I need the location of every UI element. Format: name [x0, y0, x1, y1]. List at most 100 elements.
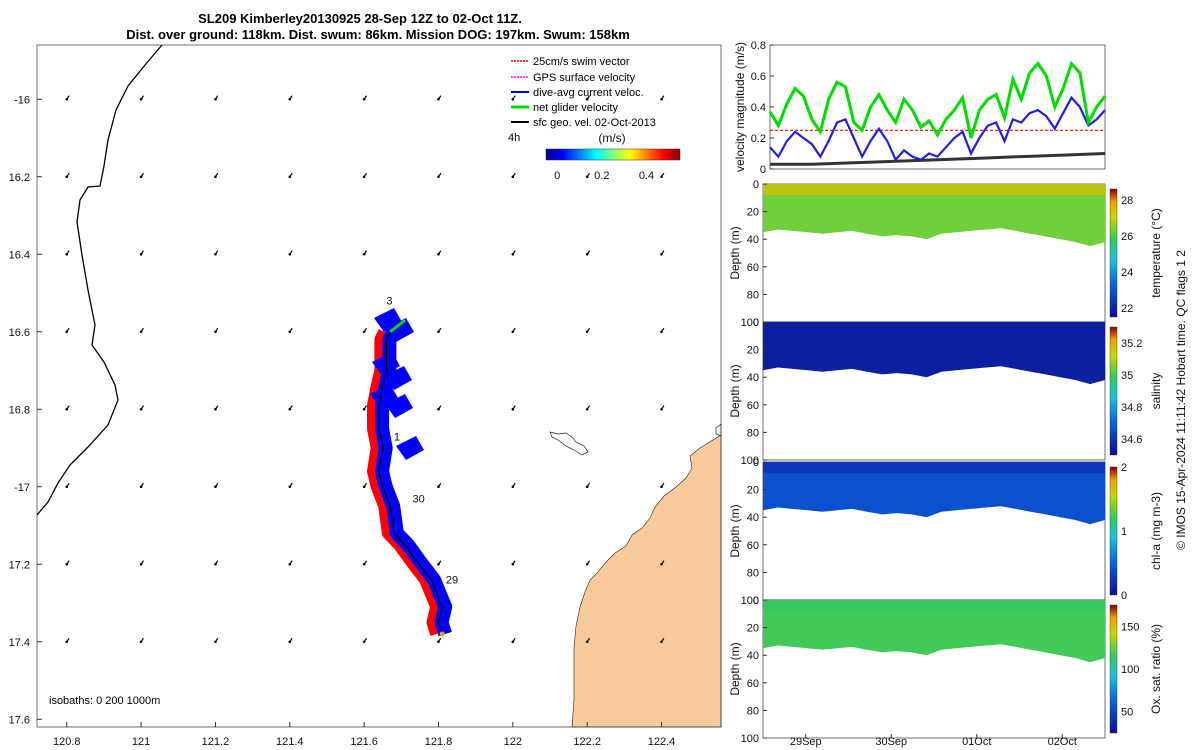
map-y-tick-label: 16.4 [9, 249, 30, 261]
colorbar-tick-label: 0 [554, 170, 560, 182]
velocity-y-tick-label: 0.4 [751, 102, 766, 114]
geo-velocity-arrowhead [214, 330, 217, 334]
geo-velocity-arrowhead [511, 97, 515, 101]
geo-velocity-arrowhead [214, 485, 217, 489]
depth-tick-label: 100 [741, 595, 759, 607]
depth-panel: 0 20 40 60 80 100 Depth (m) 34.6 34.8 35 35.2 salin… [728, 317, 1163, 467]
depth-axis-label: Depth (m) [728, 226, 742, 279]
colorbar-label: chl-a (mg m-3) [1149, 492, 1163, 570]
depth-tick-label: 60 [747, 678, 759, 690]
velocity-y-tick-label: 0 [760, 164, 766, 176]
scale-label: 4h [508, 132, 520, 144]
map-y-tick-label: 16.2 [9, 172, 30, 184]
geo-velocity-arrowhead [214, 640, 217, 644]
depth-tick-label: 100 [741, 455, 759, 467]
map-y-tick-label: -16 [14, 94, 30, 106]
geo-velocity-arrowhead [139, 485, 143, 489]
isobaths-label: isobaths: 0 200 1000m [49, 695, 160, 707]
colorbar-tick-label: 22 [1121, 303, 1133, 315]
colorbar-tick-label: 0.4 [639, 170, 654, 182]
geo-velocity-arrowhead [65, 485, 69, 489]
legend-label: dive-avg current veloc. [533, 87, 644, 99]
legend-entry-net-glider: net glider velocity [511, 102, 618, 114]
geo-velocity-arrowhead [660, 330, 663, 334]
map-x-tick-label: 122 [504, 736, 522, 748]
colorbar-tick-label: 35.2 [1121, 338, 1142, 350]
legend-entry-sfc-geo: sfc geo. vel. 02-Oct-2013 [511, 117, 656, 129]
colorbar-tick-label: 34.8 [1121, 402, 1142, 414]
geo-velocity-arrowhead [660, 175, 663, 179]
series-line [768, 60, 1107, 139]
depth-tick-label: 0 [753, 179, 759, 191]
geo-velocity-arrowhead [288, 330, 292, 334]
map-x-tick-label: 121.4 [276, 736, 304, 748]
geo-velocity-arrowhead [660, 485, 663, 489]
geo-velocity-arrowhead [511, 640, 515, 644]
geo-velocity-arrowhead [660, 252, 663, 256]
title-line-1: SL209 Kimberley20130925 28-Sep 12Z to 02… [198, 11, 522, 26]
series-line [769, 95, 1106, 162]
depth-panel: 0 20 40 60 80 100 Depth (m) 50 100 150 Ox. sat. ra… [728, 595, 1163, 745]
geo-velocity-arrowhead [437, 97, 440, 101]
depth-tick-label: 60 [747, 262, 759, 274]
geo-velocity-arrowhead [288, 485, 292, 489]
map-legend: 25cm/s swim vector GPS surface velocity … [508, 56, 681, 182]
current-vector-patch [385, 394, 413, 418]
time-tick-label: 02Oct [1048, 736, 1077, 748]
geo-velocity-arrowhead [362, 407, 366, 411]
velocity-y-tick-label: 0.2 [751, 133, 766, 145]
colorbar-tick-label: 1 [1121, 526, 1127, 538]
geo-velocity-arrowhead [139, 562, 143, 566]
map-y-tick-label: 17.4 [9, 637, 30, 649]
glider-path [378, 331, 443, 635]
map-y-tick-label: 16.8 [9, 404, 30, 416]
map-x-tick-label: 121.6 [350, 736, 378, 748]
geo-velocity-arrowhead [511, 562, 515, 566]
depth-tick-label: 100 [741, 317, 759, 329]
geo-velocity-arrowhead [585, 640, 589, 644]
glider-track [367, 308, 453, 637]
net-glider-velocity-arrow [389, 318, 406, 333]
colorbar-tick-label: 0 [1121, 590, 1127, 602]
depth-tick-label: 40 [747, 372, 759, 384]
colorbar-tick-label: 24 [1121, 267, 1133, 279]
colorbar-tick-label: 26 [1121, 231, 1133, 243]
current-vector-patch [384, 366, 412, 390]
colorbar-tick-label: 0.2 [594, 170, 609, 182]
legend-entry-gps-velocity: GPS surface velocity [511, 72, 636, 84]
section-colorbar [1109, 466, 1118, 596]
velocity-y-tick-label: 0.8 [751, 40, 766, 52]
geo-velocity-arrowhead [585, 485, 589, 489]
geo-velocity-arrowhead [139, 252, 143, 256]
section-surface-layer [763, 462, 1105, 474]
geo-velocity-arrowhead [660, 640, 663, 644]
track-start-marker [439, 631, 445, 637]
geo-velocity-arrowhead [288, 252, 292, 256]
section-fill [763, 322, 1105, 385]
depth-tick-label: 20 [747, 345, 759, 357]
title-line-2: Dist. over ground: 118km. Dist. swum: 86… [126, 27, 630, 42]
geo-velocity-arrowhead [585, 562, 589, 566]
legend-label: net glider velocity [533, 102, 618, 114]
depth-tick-label: 40 [747, 234, 759, 246]
geo-velocity-arrowhead [585, 97, 589, 101]
geo-velocity-arrowhead [139, 640, 143, 644]
day-label: 1 [394, 431, 400, 443]
map-frame [36, 44, 722, 728]
geo-velocity-arrowhead [139, 330, 143, 334]
geo-velocity-arrowhead [511, 175, 515, 179]
colorbar-tick-label: 100 [1121, 664, 1139, 676]
depth-panel: 0 20 40 60 80 100 Depth (m) 0 1 2 chl-a (mg m-3) [728, 457, 1163, 607]
depth-tick-label: 20 [747, 623, 759, 635]
map-y-tick-label: 16.6 [9, 327, 30, 339]
legend-entry-dive-avg: dive-avg current veloc. [511, 87, 644, 99]
colorbar-ticks: 0 0.2 0.4 [554, 170, 654, 182]
velocity-colorbar [545, 148, 681, 161]
colorbar-label: salinity [1149, 373, 1163, 410]
depth-tick-label: 80 [747, 427, 759, 439]
geo-velocity-arrowhead [288, 175, 292, 179]
geo-velocity-arrowhead [214, 175, 217, 179]
